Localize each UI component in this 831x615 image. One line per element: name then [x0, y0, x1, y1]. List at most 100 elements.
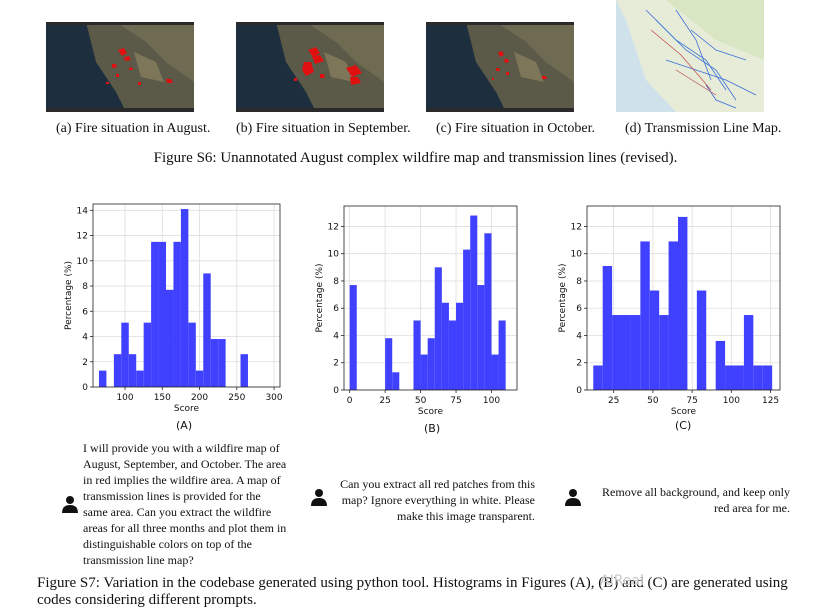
- bar-a-3: [128, 354, 137, 387]
- figure-s6-title: Figure S6: Unannotated August complex wi…: [153, 150, 678, 166]
- bar-b-14: [491, 354, 499, 390]
- bar-c-4: [630, 315, 641, 390]
- bar-b-13: [484, 233, 492, 390]
- histogram-a: 100 150 200 250 300 0 2 4 6 8 10 12 14 Score Percentag…: [64, 203, 283, 414]
- map-transmission-lines: [616, 0, 764, 112]
- bar-c-8: [668, 241, 679, 390]
- bar-b-2: [392, 372, 400, 390]
- y-tick-label: 4: [576, 331, 582, 341]
- y-tick-label: 6: [576, 304, 582, 314]
- x-tick-label: 75: [686, 396, 697, 406]
- user-icon: [311, 489, 327, 506]
- bar-a-1: [113, 354, 122, 387]
- y-tick-label: 10: [328, 250, 340, 260]
- bar-a-8: [166, 289, 174, 387]
- panel-label-b: (B): [424, 422, 441, 435]
- x-tick-label: 300: [265, 393, 282, 403]
- bar-a-0: [98, 370, 107, 387]
- bar-a-10: [180, 209, 189, 387]
- y-tick-label: 2: [82, 358, 88, 368]
- y-tick-label: 4: [82, 333, 88, 343]
- y-tick-label: 2: [576, 359, 582, 369]
- prompt-c-text: Remove all background, and keep only red…: [602, 485, 790, 515]
- bar-b-8: [448, 320, 457, 390]
- x-tick-label: 75: [450, 396, 461, 406]
- bar-b-10: [463, 249, 471, 390]
- map-fire-august: [46, 22, 194, 112]
- bar-c-1: [602, 265, 613, 390]
- caption-d: (d) Transmission Line Map.: [625, 121, 782, 136]
- bar-b-4: [420, 354, 428, 390]
- y-tick-label: 8: [82, 282, 88, 292]
- y-tick-label: 10: [77, 257, 89, 267]
- y-tick-label: 0: [576, 386, 582, 396]
- bar-c-11: [715, 340, 726, 390]
- bar-b-12: [477, 285, 485, 390]
- y-tick-label: 4: [333, 331, 339, 341]
- x-tick-label: 50: [647, 396, 659, 406]
- x-axis-label: Score: [418, 407, 444, 417]
- user-icon: [62, 496, 78, 513]
- prompt-a-text: I will provide you with a wildfire map o…: [83, 441, 287, 567]
- bar-a-14: [210, 339, 219, 387]
- watermark: AIReal: [600, 573, 644, 589]
- caption-a: (a) Fire situation in August.: [56, 121, 211, 136]
- bar-c-5: [640, 241, 650, 390]
- x-tick-label: 150: [154, 393, 171, 403]
- bar-c-12: [725, 365, 735, 390]
- map-fire-september: [236, 22, 384, 112]
- bar-c-3: [621, 315, 631, 390]
- bar-c-10: [696, 290, 707, 390]
- bar-c-15: [753, 365, 763, 390]
- y-tick-label: 6: [82, 307, 88, 317]
- bar-c-14: [743, 315, 754, 390]
- bar-a-2: [121, 322, 129, 387]
- y-tick-label: 8: [576, 277, 582, 287]
- bar-b-3: [413, 320, 421, 390]
- x-tick-label: 50: [415, 396, 427, 406]
- y-axis-label: Percentage (%): [64, 261, 74, 330]
- bar-b-6: [434, 267, 442, 390]
- bar-a-6: [151, 241, 159, 387]
- bar-c-13: [734, 365, 744, 390]
- plot-frame: [92, 203, 281, 388]
- bar-b-7: [441, 302, 449, 390]
- x-tick-label: 125: [762, 396, 779, 406]
- bar-a-16: [240, 354, 248, 387]
- bar-c-16: [762, 365, 773, 390]
- bar-c-9: [678, 216, 688, 390]
- x-tick-label: 200: [191, 393, 208, 403]
- y-tick-label: 12: [77, 232, 88, 242]
- bar-c-0: [593, 365, 603, 390]
- map-fire-october: [426, 22, 574, 112]
- panel-label-c: (C): [675, 419, 692, 432]
- y-tick-label: 12: [571, 222, 582, 232]
- bar-a-4: [136, 370, 144, 387]
- bar-b-0: [349, 285, 357, 390]
- prompt-b-text: Can you extract all red patches from thi…: [340, 477, 535, 523]
- plot-frame: [586, 205, 781, 391]
- caption-b: (b) Fire situation in September.: [236, 121, 411, 136]
- x-tick-label: 100: [483, 396, 500, 406]
- y-tick-label: 10: [571, 250, 583, 260]
- bar-b-9: [456, 302, 464, 390]
- bar-b-11: [470, 215, 478, 390]
- bar-a-11: [188, 322, 196, 387]
- bar-c-7: [659, 315, 669, 390]
- bar-c-6: [649, 290, 660, 390]
- x-tick-label: 25: [379, 396, 390, 406]
- bar-b-15: [498, 320, 506, 390]
- y-axis-label: Percentage (%): [558, 263, 568, 332]
- y-tick-label: 0: [82, 383, 88, 393]
- y-tick-label: 0: [333, 386, 339, 396]
- y-tick-label: 8: [333, 277, 339, 287]
- x-tick-label: 0: [347, 396, 353, 406]
- bar-b-1: [385, 338, 393, 390]
- y-tick-label: 2: [333, 359, 339, 369]
- bar-a-7: [158, 241, 167, 387]
- x-tick-label: 100: [723, 396, 740, 406]
- x-tick-label: 250: [228, 393, 245, 403]
- panel-label-a: (A): [176, 419, 193, 432]
- user-icon: [565, 489, 581, 506]
- bar-a-15: [218, 339, 226, 387]
